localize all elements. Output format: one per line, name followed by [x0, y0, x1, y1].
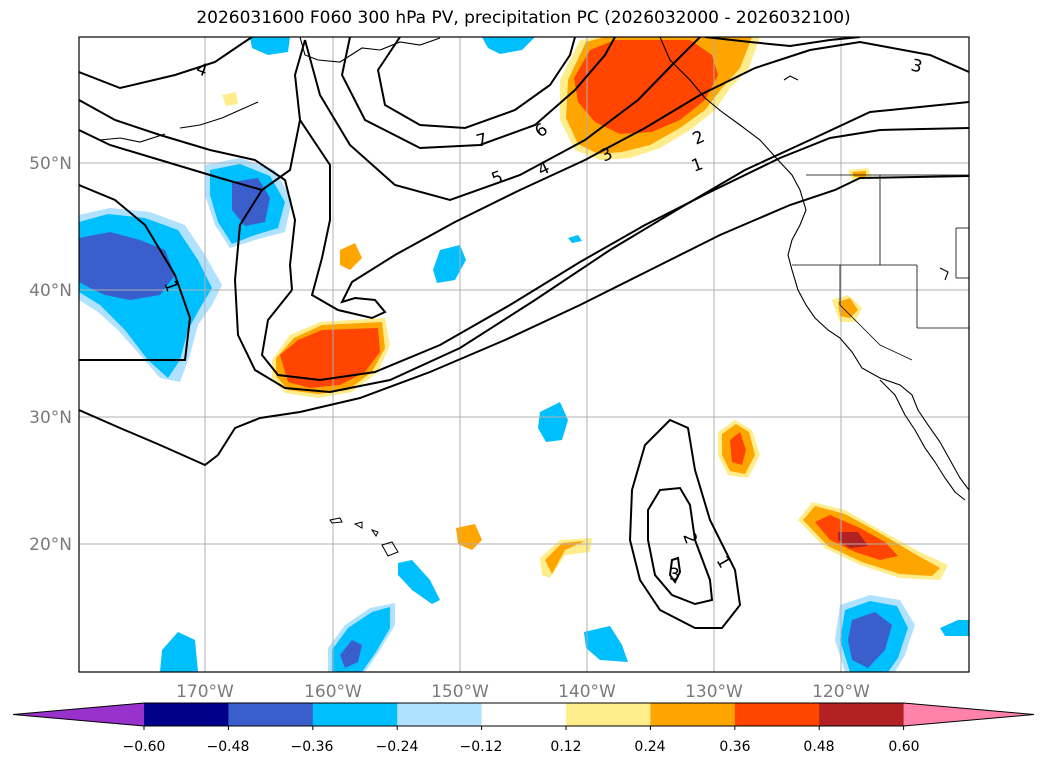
map-panel: 4 7 6 5 4 3 2 1 3 1 2 1 3 [79, 37, 969, 672]
colorbar-tick-label: −0.60 [123, 739, 166, 755]
lat-tick-labels: 50°N 40°N 30°N 20°N [29, 154, 72, 555]
negative-precip-area [160, 632, 198, 672]
colorbar-bin [312, 703, 398, 726]
positive-precip-area [545, 541, 585, 574]
map-title: 2026031600 F060 300 hPa PV, precipitatio… [196, 8, 851, 28]
contour-label: 7 [474, 130, 490, 152]
negative-precip-area [940, 620, 969, 636]
lon-tick-label: 140°W [558, 682, 616, 702]
pv-contour [260, 127, 969, 382]
lat-tick-label: 50°N [29, 154, 72, 174]
positive-precip-area [222, 92, 238, 106]
positive-precip-area [340, 243, 362, 270]
lat-tick-label: 20°N [29, 535, 72, 555]
colorbar-bin [481, 703, 567, 726]
coastlines [99, 37, 969, 501]
pv-contour [628, 418, 742, 629]
positive-precip-area [838, 298, 858, 318]
contour-label: 3 [669, 565, 680, 585]
negative-precip-core [340, 640, 362, 668]
negative-precip-area [398, 560, 440, 604]
graticule [79, 37, 969, 672]
colorbar-bin [650, 703, 736, 726]
islands [329, 517, 399, 557]
lat-tick-label: 40°N [29, 281, 72, 301]
positive-precip-core [574, 40, 718, 134]
colorbar-extend-low [13, 703, 144, 726]
pv-contour [233, 101, 969, 394]
colorbar-tick-labels: −0.60 −0.48 −0.36 −0.24 −0.12 0.12 0.24 … [123, 739, 920, 755]
pv-contour [79, 184, 192, 361]
colorbar-tick-label: 0.48 [803, 739, 834, 755]
pv-contour [704, 37, 861, 48]
colorbar-bin [228, 703, 314, 726]
colorbar-tick-label: −0.48 [207, 739, 250, 755]
pv-contour [647, 486, 714, 606]
pv-contour [79, 99, 297, 291]
pv-contour [299, 40, 969, 320]
pv-contour [340, 37, 616, 150]
pv-contour [668, 556, 682, 584]
precip-shading [79, 37, 969, 672]
positive-precip-area [852, 171, 866, 177]
colorbar-tick-label: 0.60 [888, 739, 919, 755]
negative-precip-area [584, 626, 628, 662]
negative-precip-area [538, 402, 568, 442]
positive-precip-core [280, 328, 380, 388]
state-borders [792, 174, 969, 361]
colorbar-tick-label: −0.24 [376, 739, 419, 755]
colorbar-tick-label: −0.36 [291, 739, 334, 755]
colorbar-extend-high [903, 703, 1034, 726]
positive-precip-core [730, 432, 746, 465]
contour-label: 3 [909, 56, 925, 78]
colorbar-bin [819, 703, 905, 726]
lat-tick-label: 30°N [29, 408, 72, 428]
map-frame [78, 36, 970, 673]
negative-precip-area [568, 235, 582, 243]
colorbar-tick-label: 0.36 [719, 739, 750, 755]
colorbar-tick-label: −0.12 [460, 739, 503, 755]
lon-tick-labels: 170°W 160°W 150°W 140°W 130°W 120°W [176, 682, 870, 702]
lon-tick-label: 130°W [685, 682, 743, 702]
negative-precip-core [848, 612, 892, 668]
colorbar-bin [397, 703, 483, 726]
lon-tick-label: 160°W [304, 682, 362, 702]
colorbar-tick-label: 0.24 [634, 739, 665, 755]
colorbar-bin [144, 703, 229, 726]
pv-contour [79, 175, 969, 467]
lon-tick-label: 150°W [431, 682, 489, 702]
pv-contour [304, 37, 701, 202]
colorbar-bin [734, 703, 820, 726]
negative-precip-area [250, 37, 290, 55]
pv-contours [79, 37, 969, 629]
colorbar-bin [566, 703, 651, 726]
negative-precip-area [482, 37, 535, 54]
pv-contour [376, 37, 576, 130]
colorbar-tick-label: 0.12 [550, 739, 581, 755]
lon-tick-label: 170°W [176, 682, 234, 702]
pv-contour [79, 37, 253, 90]
lon-tick-label: 120°W [812, 682, 870, 702]
colorbar [12, 702, 1035, 730]
negative-precip-area [433, 245, 466, 283]
negative-precip-core [79, 232, 175, 300]
